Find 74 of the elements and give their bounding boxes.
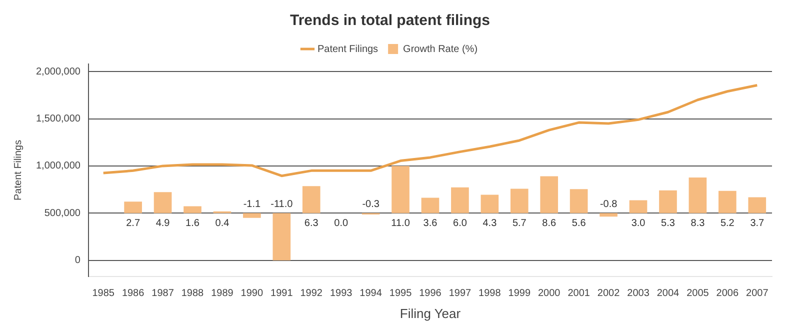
y-tick-label: 500,000	[44, 208, 81, 219]
legend-label: Patent Filings	[317, 44, 378, 55]
x-tick-label: 1999	[508, 288, 531, 300]
data-label: 5.2	[720, 218, 735, 229]
legend-label: Growth Rate (%)	[403, 44, 478, 55]
data-label: 4.3	[482, 218, 498, 229]
data-label: -1.1	[243, 198, 261, 210]
data-label: 5.6	[572, 218, 586, 229]
y-tick-label: 1,500,000	[36, 114, 81, 124]
x-tick-label: 2002	[597, 288, 620, 300]
data-label: 6.0	[453, 218, 468, 229]
x-tick-label: 2003	[627, 288, 650, 300]
data-label: 5.3	[661, 218, 676, 229]
bar	[629, 200, 648, 214]
bar	[272, 213, 291, 260]
data-label: 1.6	[186, 218, 200, 229]
bar	[124, 202, 142, 214]
bar	[480, 194, 499, 214]
x-tick-label: 1995	[389, 288, 412, 300]
x-tick-label: 1997	[448, 288, 472, 300]
y-tick-label: 2,000,000	[36, 66, 81, 78]
data-label: 8.6	[542, 218, 556, 229]
y-tick-label: 1,000,000	[36, 160, 81, 172]
y-tick-label: 0	[74, 255, 81, 266]
x-tick-label: 2004	[656, 288, 680, 300]
x-tick-label: 1991	[270, 288, 294, 300]
bar	[600, 213, 618, 217]
data-label: 4.9	[156, 218, 170, 229]
x-tick-label: 2001	[568, 288, 590, 300]
data-label: 2.7	[126, 218, 140, 229]
bar	[748, 197, 766, 214]
data-label: -0.3	[362, 198, 380, 210]
data-label: 6.3	[304, 218, 319, 229]
x-tick-label: 2000	[538, 288, 561, 300]
x-tick-label: 1994	[360, 288, 382, 300]
bar	[718, 190, 736, 214]
x-tick-label: 1992	[300, 288, 323, 300]
x-tick-label: 2005	[686, 288, 710, 300]
bar	[659, 190, 677, 214]
bar	[540, 176, 558, 214]
data-label: 0.0	[334, 218, 348, 229]
data-label: 5.7	[512, 218, 527, 229]
x-tick-label: 2006	[716, 288, 739, 300]
bar	[154, 192, 172, 214]
data-label: -11.0	[270, 198, 294, 210]
bar	[392, 166, 410, 214]
bar	[451, 187, 469, 214]
x-tick-label: 2007	[746, 288, 769, 300]
bar	[302, 186, 320, 214]
bar	[243, 213, 261, 218]
bar	[510, 188, 528, 214]
x-tick-label: 1985	[92, 288, 115, 300]
x-axis-title: Filing Year	[400, 306, 462, 321]
bar	[184, 206, 202, 214]
x-tick-label: 1996	[419, 288, 442, 300]
data-label: 8.3	[690, 218, 706, 229]
bar	[570, 189, 588, 214]
x-tick-label: 1998	[478, 288, 502, 300]
x-tick-label: 1990	[240, 288, 264, 300]
chart-title: Trends in total patent filings	[290, 12, 490, 30]
bar	[688, 178, 707, 214]
data-label: 3.7	[750, 218, 765, 229]
bar	[421, 198, 440, 214]
data-label: 3.6	[423, 218, 438, 229]
x-tick-label: 1987	[152, 288, 174, 300]
data-label: -0.8	[600, 198, 618, 210]
x-tick-label: 1988	[181, 288, 204, 300]
data-label: 0.4	[215, 218, 230, 229]
x-tick-label: 1993	[330, 288, 353, 300]
x-tick-label: 1986	[122, 288, 145, 300]
data-label: 11.0	[391, 218, 410, 229]
x-tick-label: 1989	[211, 288, 234, 300]
data-label: 3.0	[631, 218, 646, 229]
y-axis-title: Patent Filings	[12, 140, 24, 200]
